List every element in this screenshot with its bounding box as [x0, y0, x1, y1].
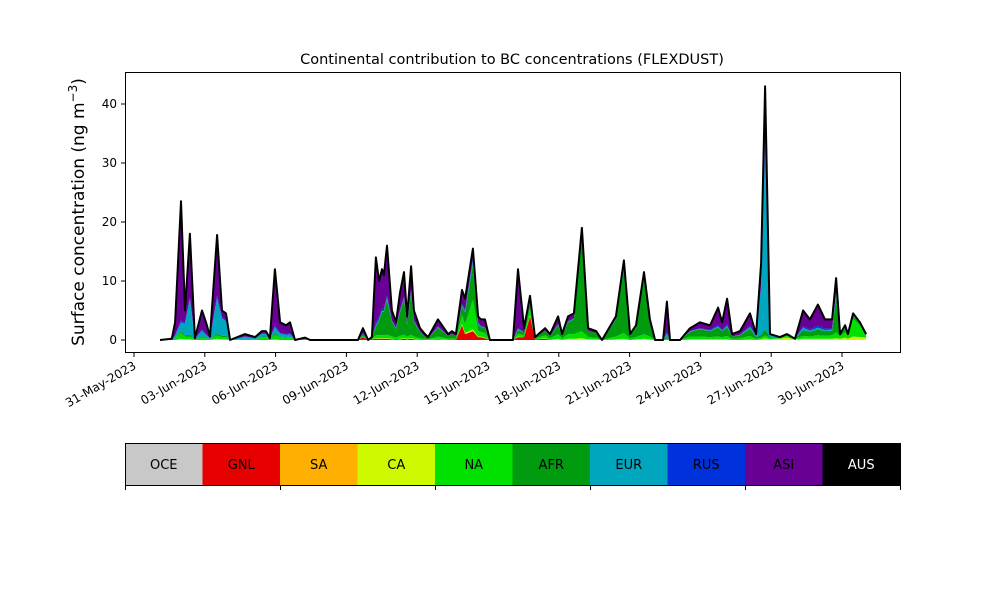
stacked-areas	[159, 85, 867, 341]
legend-label-gnl: GNL	[228, 458, 256, 473]
legend-swatch-na	[435, 443, 513, 485]
x-tick-label: 15-Jun-2023	[422, 358, 493, 407]
y-axis-label-end: )	[69, 78, 89, 85]
legend-label-asi: ASI	[773, 458, 794, 473]
x-tick-label: 24-Jun-2023	[634, 358, 705, 407]
y-axis-label: Surface concentration (ng m−3)	[66, 78, 89, 346]
legend-swatch-rus	[667, 443, 746, 485]
legend-swatch-asi	[745, 443, 823, 485]
x-tick-label: 09-Jun-2023	[280, 358, 351, 407]
y-axis-label-sup: −3	[66, 85, 80, 103]
legend-label-ca: CA	[387, 458, 405, 473]
total-line	[159, 85, 867, 341]
y-tick-label: 40	[102, 97, 117, 111]
area-eur	[160, 152, 867, 340]
legend-label-afr: AFR	[539, 458, 564, 473]
legend-swatch-gnl	[202, 443, 281, 485]
legend-label-sa: SA	[310, 458, 327, 473]
x-tick-label: 03-Jun-2023	[138, 358, 209, 407]
x-tick-label: 18-Jun-2023	[492, 358, 563, 407]
x-tick-label: 12-Jun-2023	[351, 358, 422, 407]
x-tick-label: 30-Jun-2023	[776, 358, 847, 407]
legend-label-eur: EUR	[615, 458, 642, 473]
y-ticks: 0 10 20 30 40	[102, 97, 126, 347]
x-ticks: 31-May-2023 03-Jun-2023 06-Jun-2023 09-Jun-…	[63, 352, 847, 410]
colorbar-frame	[125, 443, 901, 486]
legend-swatch-sa	[280, 443, 358, 485]
legend-label-na: NA	[464, 458, 483, 473]
legend-swatch-afr	[512, 443, 591, 485]
chart-title: Continental contribution to BC concentra…	[300, 52, 724, 68]
x-tick-label: 31-May-2023	[63, 358, 138, 410]
plot-frame	[125, 72, 901, 353]
legend-label-oce: OCE	[150, 458, 178, 473]
legend-swatch-ca	[357, 443, 436, 485]
y-tick-label: 0	[109, 333, 117, 347]
y-tick-label: 20	[102, 215, 117, 229]
y-tick-label: 30	[102, 156, 117, 170]
y-axis-label-main: Surface concentration (ng m	[69, 102, 89, 345]
legend-swatch-oce	[125, 443, 203, 485]
legend-swatch-aus	[822, 443, 901, 485]
x-tick-label: 06-Jun-2023	[209, 358, 280, 407]
legend-swatch-eur	[590, 443, 668, 485]
y-tick-label: 10	[102, 274, 117, 288]
x-tick-label: 27-Jun-2023	[705, 358, 776, 407]
legend-label-rus: RUS	[693, 458, 720, 473]
region-colorbar-legend: OCE GNL SA CA NA AFR EUR RUS ASI AUS	[125, 443, 901, 490]
legend-label-aus: AUS	[848, 458, 875, 473]
x-tick-label: 21-Jun-2023	[563, 358, 634, 407]
